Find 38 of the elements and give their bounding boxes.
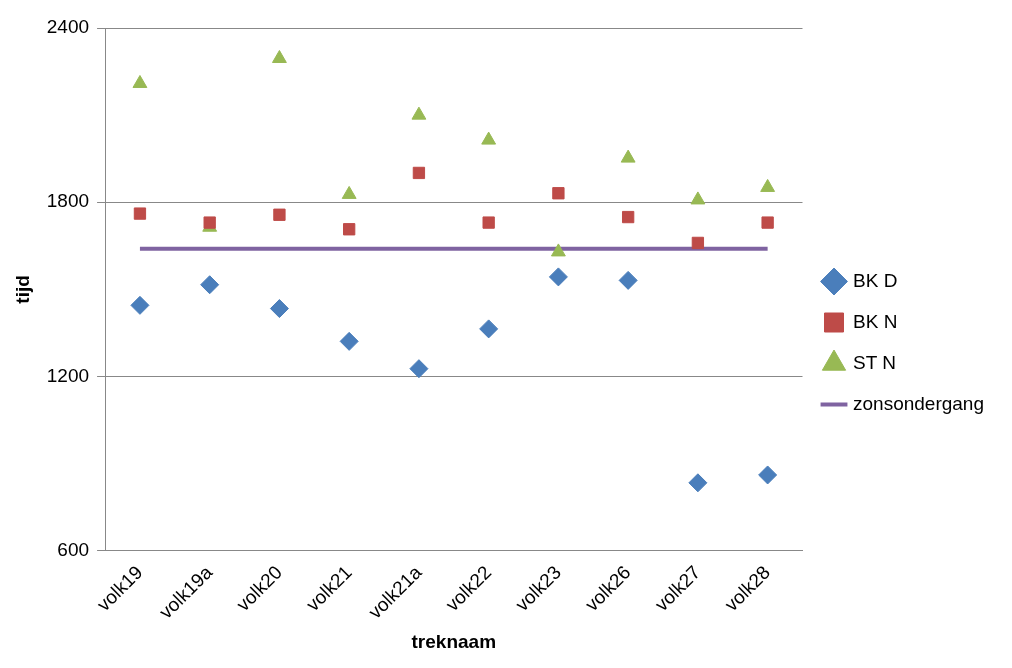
legend-label: zonsondergang — [853, 392, 984, 414]
point — [273, 208, 286, 221]
point — [411, 106, 427, 120]
legend-label: BK N — [853, 310, 898, 332]
point — [482, 216, 495, 229]
point — [690, 191, 706, 205]
point — [481, 131, 497, 145]
point — [760, 178, 776, 192]
y-tick-label: 1200 — [46, 364, 90, 386]
point — [691, 236, 705, 250]
point — [130, 295, 150, 315]
point — [272, 50, 287, 63]
point — [132, 74, 148, 88]
point — [479, 319, 499, 339]
point — [761, 216, 774, 229]
point — [618, 270, 638, 290]
y-tick-label: 2400 — [46, 16, 90, 38]
point — [339, 331, 359, 351]
point — [200, 275, 220, 295]
point — [341, 185, 357, 199]
legend-label: BK D — [853, 269, 898, 291]
point — [133, 207, 147, 220]
point — [758, 465, 778, 485]
point — [552, 187, 565, 200]
point — [343, 223, 356, 236]
point — [550, 243, 566, 257]
point — [620, 149, 636, 163]
point — [412, 166, 426, 180]
point — [409, 359, 429, 379]
point — [548, 267, 568, 287]
y-tick-label: 600 — [57, 539, 90, 560]
y-tick-label: 1800 — [46, 190, 90, 212]
x-axis-title: treknaam — [411, 630, 497, 652]
point — [688, 473, 708, 493]
legend-label: ST N — [853, 351, 896, 373]
point — [269, 299, 289, 319]
point — [621, 210, 635, 224]
y-axis-title: tijd — [11, 275, 33, 304]
